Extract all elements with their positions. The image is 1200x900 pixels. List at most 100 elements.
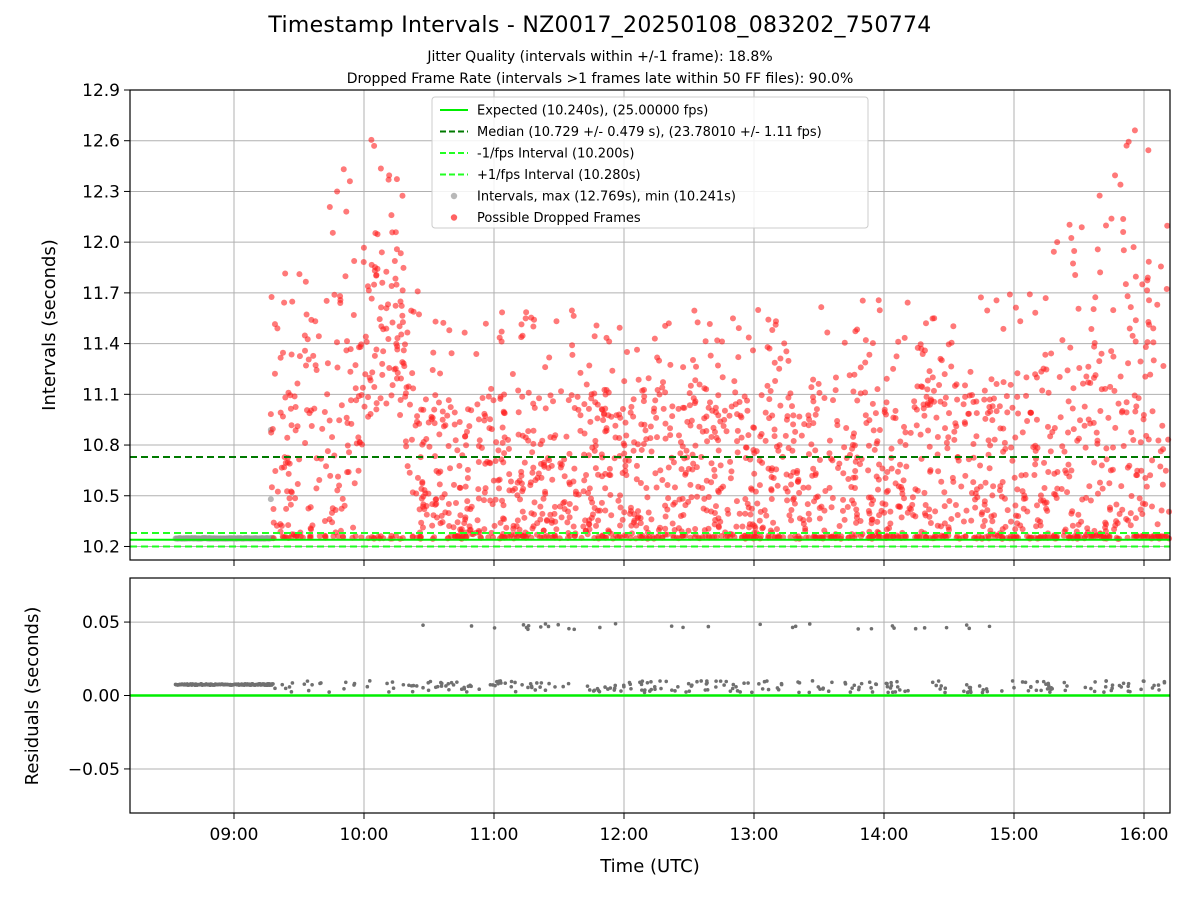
dropped-frame-point xyxy=(871,446,878,453)
dropped-frame-point xyxy=(418,485,425,492)
dropped-frame-point xyxy=(501,410,508,417)
residual-point xyxy=(816,685,821,689)
dropped-frame-point xyxy=(474,401,481,408)
dropped-frame-point xyxy=(832,387,839,394)
dropped-frame-point xyxy=(1075,511,1082,518)
dropped-frame-point xyxy=(600,417,607,424)
dropped-frame-point xyxy=(927,467,934,474)
dropped-frame-point xyxy=(850,430,857,437)
dropped-frame-point xyxy=(647,435,654,442)
dropped-frame-point xyxy=(759,459,766,466)
dropped-frame-point xyxy=(585,405,592,412)
dropped-frame-point xyxy=(557,464,564,471)
dropped-frame-point xyxy=(662,389,669,396)
residual-point xyxy=(526,627,530,632)
residual-point xyxy=(426,688,431,693)
dropped-frame-point xyxy=(1034,517,1041,524)
dropped-frame-point xyxy=(834,422,841,429)
legend-dot-swatch xyxy=(450,214,458,221)
dropped-frame-point xyxy=(435,469,442,476)
dropped-frame-point xyxy=(698,454,705,461)
residual-point xyxy=(890,690,895,695)
dropped-frame-point xyxy=(1145,258,1152,265)
dropped-frame-point xyxy=(902,429,909,436)
dropped-frame-point xyxy=(406,469,413,476)
dropped-frame-point xyxy=(851,485,858,492)
dropped-frame-point xyxy=(531,499,538,506)
dropped-frame-point xyxy=(1068,467,1075,474)
dropped-frame-point xyxy=(685,465,692,472)
dropped-frame-point xyxy=(969,392,976,399)
dropped-frame-point xyxy=(621,378,628,385)
dropped-frame-point xyxy=(926,513,933,520)
dropped-frame-point xyxy=(591,333,598,340)
dropped-frame-point xyxy=(652,397,659,404)
dropped-frame-point xyxy=(816,389,823,396)
dropped-frame-point xyxy=(766,345,773,352)
dropped-frame-point xyxy=(727,458,734,465)
dropped-frame-point xyxy=(563,433,570,440)
dropped-frame-point xyxy=(784,413,791,420)
dropped-frame-point xyxy=(406,401,413,408)
dropped-frame-point xyxy=(1041,459,1048,466)
dropped-frame-point xyxy=(426,443,433,450)
dropped-frame-point xyxy=(1130,244,1137,251)
dropped-frame-point xyxy=(429,367,436,374)
dropped-frame-point xyxy=(990,483,997,490)
dropped-frame-point xyxy=(1056,374,1063,381)
dropped-frame-point xyxy=(291,393,298,400)
dropped-frame-point xyxy=(388,392,395,399)
residual-point xyxy=(962,689,966,694)
dropped-frame-point xyxy=(1128,493,1135,500)
dropped-frame-point xyxy=(773,466,780,473)
dropped-frame-point xyxy=(1024,508,1031,515)
dropped-frame-point xyxy=(1092,372,1099,379)
residual-point xyxy=(327,690,331,694)
dropped-frame-point xyxy=(530,440,537,447)
residual-point xyxy=(689,684,694,688)
dropped-frame-point xyxy=(1112,424,1119,431)
dropped-frame-point xyxy=(1083,373,1090,380)
dropped-frame-point xyxy=(850,388,857,395)
dropped-frame-point xyxy=(495,447,502,454)
residual-point xyxy=(1142,679,1146,684)
dropped-frame-point xyxy=(771,534,778,541)
x-axis-ticks: 09:00 10:00 11:00 12:00 13:00 14:00 15:00 16:00 xyxy=(210,560,1169,845)
residual-point xyxy=(561,684,565,689)
dropped-frame-point xyxy=(941,371,948,378)
dropped-frame-point xyxy=(350,311,357,318)
dropped-frame-point xyxy=(433,514,440,521)
dropped-frame-point xyxy=(941,489,948,496)
dropped-frame-point xyxy=(329,505,336,512)
residual-point xyxy=(714,679,718,683)
residual-point xyxy=(613,621,618,626)
residual-point xyxy=(810,679,815,683)
residual-point xyxy=(290,681,295,685)
dropped-frame-point xyxy=(921,510,928,517)
dropped-frame-point xyxy=(703,386,710,393)
dropped-frame-point xyxy=(392,302,399,309)
dropped-frame-point xyxy=(1110,353,1117,360)
dropped-frame-point xyxy=(876,534,883,541)
residual-point xyxy=(1023,680,1028,685)
dropped-frame-point xyxy=(1144,339,1151,346)
residual-point xyxy=(889,683,894,688)
dropped-frame-point xyxy=(1102,385,1109,392)
dropped-frame-point xyxy=(1097,269,1104,276)
dropped-frame-point xyxy=(599,532,606,539)
x-tick-label: 13:00 xyxy=(730,825,779,845)
dropped-frame-point xyxy=(926,443,933,450)
dropped-frame-point xyxy=(520,485,527,492)
dropped-frame-point xyxy=(1117,181,1124,188)
dropped-frame-point xyxy=(292,404,299,411)
residual-point xyxy=(365,684,370,689)
dropped-frame-point xyxy=(271,370,278,377)
dropped-frame-point xyxy=(499,439,506,446)
legend: Expected (10.240s), (25.00000 fps) Median… xyxy=(431,96,869,229)
dropped-frame-point xyxy=(901,423,908,430)
dropped-frame-point xyxy=(418,519,425,526)
dropped-frame-point xyxy=(287,405,294,412)
residual-point xyxy=(1102,690,1106,694)
x-tick-label: 10:00 xyxy=(340,825,389,845)
dropped-frame-point xyxy=(1139,500,1146,507)
